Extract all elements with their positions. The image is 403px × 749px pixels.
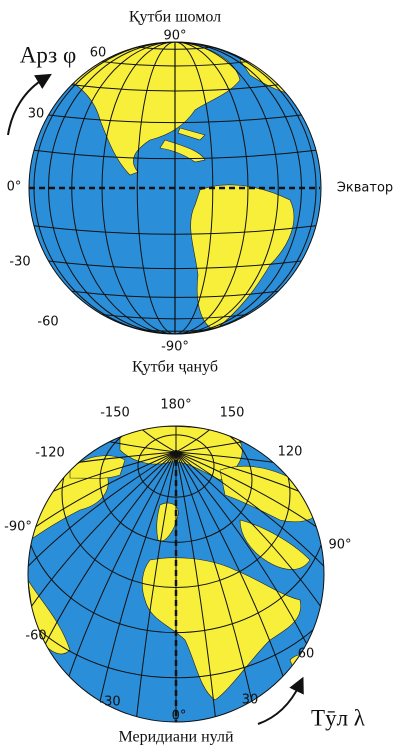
longitude-label: 90° xyxy=(328,538,351,553)
grid-line xyxy=(135,451,177,722)
grid-line xyxy=(28,451,177,615)
grid-line xyxy=(175,451,312,652)
grid-line xyxy=(40,451,177,652)
longitude-label: -30 xyxy=(99,695,120,710)
grid-line xyxy=(28,451,177,575)
longitude-label: 60 xyxy=(298,647,315,662)
equator-label: Экватор xyxy=(337,181,393,196)
longitude-label: 150 xyxy=(220,406,245,421)
longitude-label: 180° xyxy=(160,398,191,413)
latitude-label: 60 xyxy=(90,46,107,61)
longitude-label: 120 xyxy=(278,445,303,460)
latitude-label: -60 xyxy=(37,315,58,330)
longitude-label: -90° xyxy=(4,520,32,535)
latitude-label: 0° xyxy=(7,180,22,195)
longitude-label: 30 xyxy=(242,693,259,708)
latitude-label: 30 xyxy=(28,107,45,122)
longitude-label: 0° xyxy=(172,709,187,724)
latitude-arrow xyxy=(7,73,52,136)
longitude-label: -150 xyxy=(100,406,130,421)
grid-line xyxy=(137,434,215,498)
grid-line xyxy=(28,451,177,535)
grid-line xyxy=(65,451,177,685)
grid-line xyxy=(61,426,291,588)
latitude-title: Арз φ xyxy=(20,42,77,67)
grid-line xyxy=(175,451,324,615)
latitude-label: -30 xyxy=(9,255,30,270)
grid-line xyxy=(175,451,324,575)
grid-line xyxy=(28,426,324,679)
south-pole-label: Қутби ҷануб xyxy=(132,359,218,376)
longitude-arrow xyxy=(257,676,304,725)
grid-line xyxy=(175,451,287,685)
longitude-title: Тӯл λ xyxy=(311,705,366,730)
latitude-label: -90° xyxy=(161,340,189,355)
longitude-label: -60 xyxy=(25,629,46,644)
longitude-label: -120 xyxy=(35,446,65,461)
prime-meridian-label: Меридиани нулӣ xyxy=(118,729,233,746)
grid-line xyxy=(175,451,324,535)
grid-line xyxy=(175,451,217,722)
latitude-label: 90° xyxy=(163,29,186,44)
north-pole-label: Қутби шомол xyxy=(129,9,221,26)
